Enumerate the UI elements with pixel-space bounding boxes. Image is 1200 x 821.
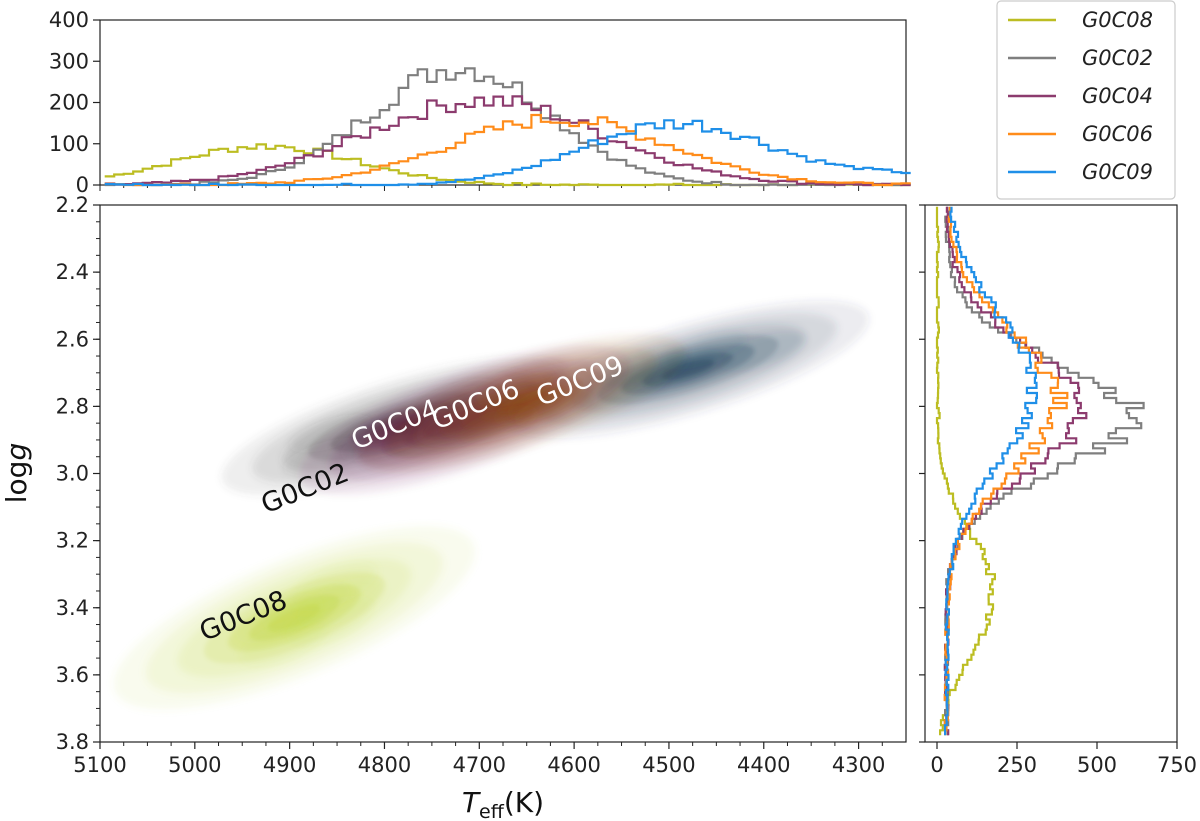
main-y-tick-label: 2.6: [56, 327, 89, 351]
contour-lobe: [507, 382, 587, 421]
density-contours: [113, 300, 869, 710]
right-x-tick-label: 250: [997, 753, 1037, 777]
main-x-tick-label: 4900: [263, 753, 316, 777]
legend-entries: G0C08 G0C02 G0C04 G0C06 G0C09: [1008, 8, 1153, 184]
main-x-tick-label: 4300: [832, 753, 885, 777]
main-x-tick-label: 4700: [453, 753, 506, 777]
y-axis-title: logg: [0, 443, 33, 503]
main-x-tick-label: 5100: [73, 753, 126, 777]
top-hist-G0C06: [104, 113, 911, 187]
main-y-tick-label: 3.0: [56, 462, 89, 486]
main-y-tick-label: 3.8: [56, 730, 89, 754]
main-x-tick-label: 4800: [358, 753, 411, 777]
main-y-tick-label: 2.4: [56, 260, 89, 284]
x-axis-title: Teff(K): [462, 786, 544, 821]
right-x-ticks: 0 250 500 750: [930, 742, 1197, 777]
x-title-unit: (K): [504, 786, 544, 819]
top-histogram-panel: 0 100 200 300 400: [49, 8, 911, 197]
legend-label-G0C02: G0C02: [1082, 46, 1153, 70]
main-x-tick-label: 4500: [642, 753, 695, 777]
x-title-main: T: [462, 786, 481, 819]
right-histogram-series: [935, 206, 1145, 736]
top-y-tick-label: 0: [76, 173, 89, 197]
legend-label-G0C06: G0C06: [1082, 122, 1153, 146]
legend-label-G0C08: G0C08: [1082, 8, 1153, 32]
right-x-tick-label: 0: [930, 753, 943, 777]
top-y-tick-label: 300: [49, 49, 89, 73]
main-x-tick-label: 4600: [547, 753, 600, 777]
main-x-tick-label: 5000: [168, 753, 221, 777]
top-hist-G0C02: [104, 67, 911, 187]
top-y-tick-label: 400: [49, 8, 89, 32]
right-y-ticks: [919, 204, 925, 743]
main-y-tick-label: 2.2: [56, 193, 89, 217]
top-y-tick-label: 200: [49, 91, 89, 115]
top-histogram-series: [104, 67, 911, 187]
main-y-ticks: 2.2 2.4 2.6 2.8 3.0 3.2 3.4 3.6 3.8: [56, 193, 100, 754]
x-title-sub: eff: [479, 801, 505, 821]
y-title-main: log: [0, 461, 33, 504]
right-x-tick-label: 500: [1077, 753, 1117, 777]
main-y-tick-label: 3.6: [56, 663, 89, 687]
right-x-tick-label: 750: [1157, 753, 1197, 777]
legend: G0C08 G0C02 G0C04 G0C06 G0C09: [996, 0, 1176, 200]
right-hist-G0C09: [943, 206, 1038, 736]
density-G0C06: [358, 334, 686, 472]
density-G0C08: [113, 526, 476, 710]
legend-label-G0C04: G0C04: [1082, 84, 1153, 108]
y-title-var: g: [0, 443, 33, 461]
top-y-tick-label: 100: [49, 132, 89, 156]
main-x-ticks: 5100 5000 4900 4800 4700 4600 4500 4400 4300: [73, 742, 885, 777]
contour-lobe: [476, 369, 556, 408]
contour-lobe: [719, 332, 807, 371]
main-y-tick-label: 3.4: [56, 596, 89, 620]
legend-frame: [996, 0, 1176, 200]
contour-lobe: [261, 580, 350, 631]
top-hist-G0C04: [104, 95, 911, 187]
right-histogram-panel: 0 250 500 750: [919, 204, 1197, 777]
legend-label-G0C09: G0C09: [1082, 160, 1153, 184]
top-hist-G0C09: [104, 119, 911, 187]
top-y-ticks: 0 100 200 300 400: [49, 8, 883, 197]
main-x-tick-label: 4400: [737, 753, 790, 777]
main-y-tick-label: 3.2: [56, 529, 89, 553]
main-y-tick-label: 2.8: [56, 394, 89, 418]
right-hist-G0C08: [935, 206, 996, 736]
